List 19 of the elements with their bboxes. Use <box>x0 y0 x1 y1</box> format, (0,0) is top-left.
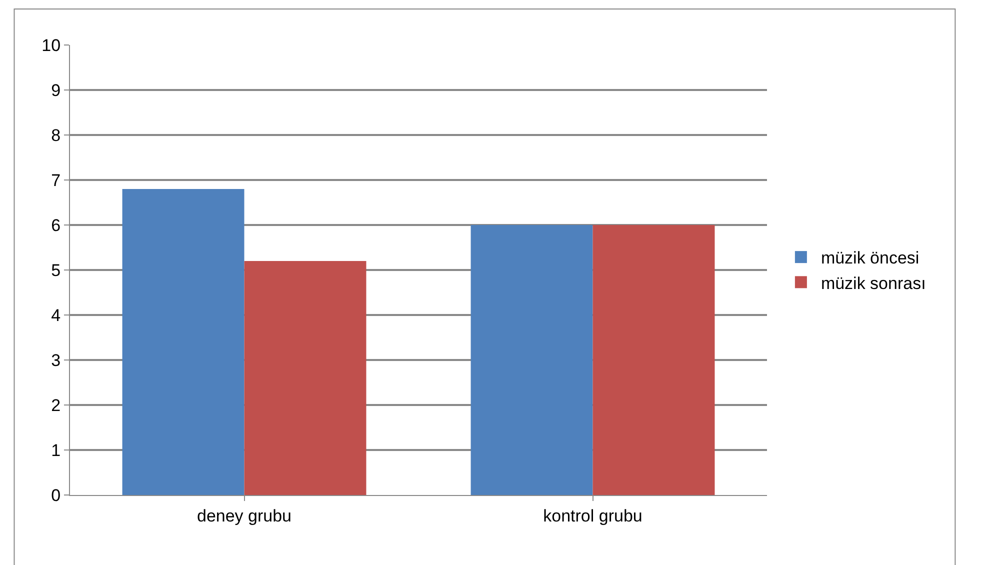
bar <box>470 225 593 495</box>
y-tick-label: 4 <box>51 306 61 325</box>
bar <box>244 261 366 495</box>
y-tick-label: 7 <box>51 170 61 190</box>
x-tick-label: kontrol grubu <box>543 506 642 526</box>
legend-label: müzik sonrası <box>820 274 926 293</box>
x-tick-label: deney grubu <box>196 506 292 526</box>
bar <box>122 189 244 495</box>
bar <box>592 225 715 495</box>
y-tick-label: 6 <box>51 216 61 235</box>
y-tick-label: 0 <box>51 486 61 505</box>
legend-label: müzik öncesi <box>820 248 920 268</box>
y-tick-label: 2 <box>51 396 61 415</box>
y-tick-label: 8 <box>51 126 61 145</box>
y-tick-label: 9 <box>51 80 61 100</box>
y-tick-label: 10 <box>42 36 61 55</box>
y-tick-label: 3 <box>51 350 61 370</box>
y-tick-label: 5 <box>51 260 61 280</box>
y-tick-label: 1 <box>51 440 61 460</box>
